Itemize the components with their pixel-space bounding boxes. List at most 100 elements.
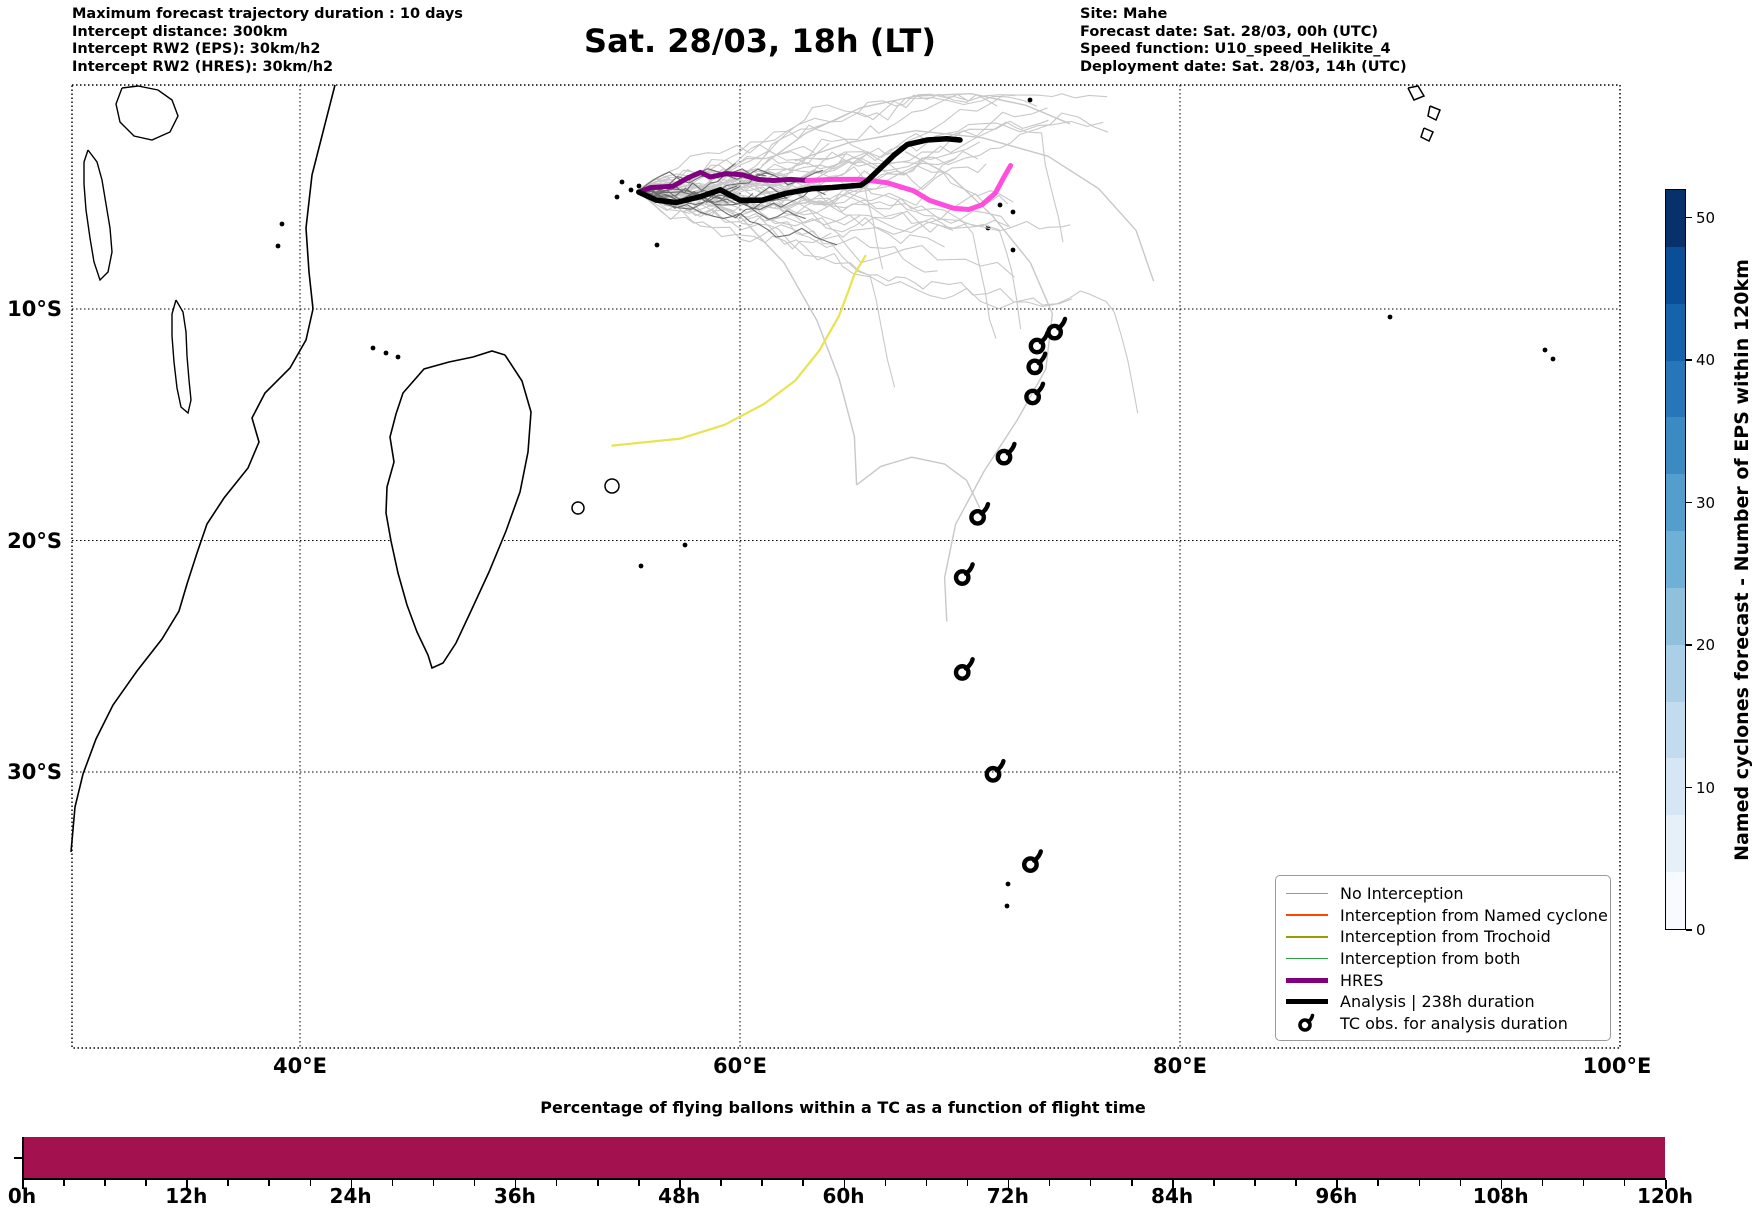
ensemble-track-light bbox=[639, 93, 1108, 209]
config-line-rw2-hres: Intercept RW2 (HRES): 30km/h2 bbox=[72, 58, 334, 75]
island-dot bbox=[997, 202, 1003, 208]
flight-time-tick bbox=[22, 1180, 24, 1189]
tc-obs-marker bbox=[969, 508, 986, 526]
flight-time-axis bbox=[22, 1178, 1666, 1180]
site-line: Site: Mahe bbox=[1080, 6, 1168, 22]
flight-time-tick bbox=[597, 1180, 599, 1186]
tc-obs-marker bbox=[953, 569, 971, 586]
ensemble-track-light bbox=[639, 164, 1014, 204]
flight-time-tick bbox=[761, 1180, 763, 1186]
tc-obs-marker-tail bbox=[963, 562, 975, 576]
y-tick-label: 10°S bbox=[7, 297, 62, 321]
flight-time-tick-label: 96h bbox=[1315, 1184, 1358, 1208]
ensemble-track-light bbox=[794, 130, 1155, 282]
legend-label: Interception from both bbox=[1340, 948, 1521, 968]
island-dot bbox=[1010, 209, 1016, 215]
madagascar-coastline bbox=[385, 350, 532, 670]
flight-time-tick bbox=[1007, 1180, 1010, 1189]
flight-time-tick bbox=[1377, 1180, 1379, 1186]
legend-line bbox=[1286, 914, 1328, 917]
x-tick-label: 80°E bbox=[1152, 1054, 1208, 1078]
site-info-text: Site: Mahe Forecast date: Sat. 28/03, 00… bbox=[1080, 6, 1407, 76]
cyclone-symbol-icon bbox=[1286, 1011, 1328, 1035]
legend-item: Interception from both bbox=[1286, 948, 1600, 969]
config-line-rw2-eps: Intercept RW2 (EPS): 30km/h2 bbox=[72, 41, 321, 57]
island-dot bbox=[1010, 247, 1016, 253]
flight-time-tick bbox=[802, 1180, 804, 1186]
colorbar-tick-label: 20 bbox=[1696, 636, 1716, 654]
island-outline bbox=[1420, 127, 1434, 143]
colorbar-band bbox=[1666, 360, 1685, 418]
colorbar-band bbox=[1666, 644, 1685, 702]
flight-time-tick bbox=[514, 1180, 517, 1189]
speed-function-line: Speed function: U10_speed_Helikite_4 bbox=[1080, 41, 1391, 57]
flight-time-tick bbox=[1295, 1180, 1297, 1186]
lake-outline bbox=[83, 149, 113, 282]
colorbar-tick bbox=[1686, 501, 1692, 504]
tc-obs-marker-tail bbox=[1032, 849, 1043, 863]
island-dot bbox=[614, 194, 620, 200]
island-dot bbox=[1004, 903, 1010, 909]
tc-obs-marker-tail bbox=[1056, 316, 1068, 331]
legend-label: TC obs. for analysis duration bbox=[1340, 1013, 1568, 1033]
colorbar-band bbox=[1666, 190, 1685, 247]
flight-time-tick bbox=[1623, 1180, 1626, 1186]
colorbar-band bbox=[1666, 758, 1685, 816]
legend-line bbox=[1286, 957, 1328, 960]
flight-time-tick bbox=[925, 1180, 928, 1186]
ensemble-track-light bbox=[739, 215, 858, 485]
legend: No Interception Interception from Named c… bbox=[1275, 875, 1611, 1041]
legend-label: No Interception bbox=[1340, 884, 1464, 903]
flight-time-tick-label: 12h bbox=[165, 1184, 208, 1208]
colorbar-gradient bbox=[1665, 189, 1686, 930]
island-dot bbox=[1005, 881, 1011, 887]
island-dot bbox=[395, 354, 401, 360]
island-dot bbox=[682, 542, 688, 548]
legend-line bbox=[1286, 977, 1328, 983]
colorbar-tick bbox=[1686, 359, 1692, 361]
island-dot bbox=[383, 350, 389, 356]
colorbar-band bbox=[1666, 246, 1685, 304]
africa-coastline bbox=[70, 84, 336, 853]
flight-time-tick bbox=[268, 1180, 270, 1186]
flight-time-tick bbox=[1048, 1180, 1051, 1186]
flight-time-tick bbox=[432, 1180, 435, 1186]
ensemble-track-light bbox=[639, 182, 1009, 221]
legend-item: Interception from Trochoid bbox=[1286, 926, 1600, 947]
colorbar-band bbox=[1666, 701, 1685, 759]
config-line-distance: Intercept distance: 300km bbox=[72, 23, 288, 40]
colorbar-band bbox=[1666, 531, 1685, 588]
flight-time-tick bbox=[555, 1180, 558, 1186]
ensemble-track-light bbox=[639, 190, 1139, 414]
flight-time-tick bbox=[884, 1180, 887, 1186]
run-config-text: Maximum forecast trajectory duration : 1… bbox=[72, 6, 463, 76]
flight-time-tick bbox=[720, 1180, 722, 1186]
flight-time-tick-label: 84h bbox=[1151, 1184, 1194, 1208]
ensemble-track-light bbox=[639, 190, 896, 388]
legend-line-swatch bbox=[1286, 914, 1328, 917]
island-dot bbox=[275, 243, 281, 249]
island-dot bbox=[1542, 347, 1548, 353]
flight-time-tick bbox=[309, 1180, 312, 1186]
deployment-date-line: Deployment date: Sat. 28/03, 14h (UTC) bbox=[1080, 58, 1407, 75]
flight-time-tick bbox=[638, 1180, 640, 1186]
island-dot bbox=[1550, 356, 1556, 362]
tc-obs-marker-tail bbox=[963, 657, 975, 671]
flight-time-tick bbox=[1336, 1180, 1338, 1189]
colorbar-tick-label: 0 bbox=[1696, 921, 1706, 939]
flight-time-tick bbox=[1172, 1180, 1174, 1189]
tc-obs-marker bbox=[995, 448, 1013, 466]
colorbar-tick bbox=[1686, 644, 1692, 646]
hres-track bbox=[636, 169, 810, 195]
flight-time-tick bbox=[1131, 1180, 1133, 1186]
config-line-duration: Maximum forecast trajectory duration : 1… bbox=[72, 6, 463, 22]
tc-obs-marker-tail bbox=[979, 501, 991, 516]
colorbar-band bbox=[1666, 417, 1685, 475]
island-dot bbox=[279, 221, 285, 227]
flight-time-tick bbox=[679, 1180, 681, 1189]
tc-obs-marker bbox=[1022, 856, 1039, 873]
island-dot bbox=[636, 183, 642, 189]
legend-item: Interception from Named cyclone bbox=[1286, 905, 1608, 926]
